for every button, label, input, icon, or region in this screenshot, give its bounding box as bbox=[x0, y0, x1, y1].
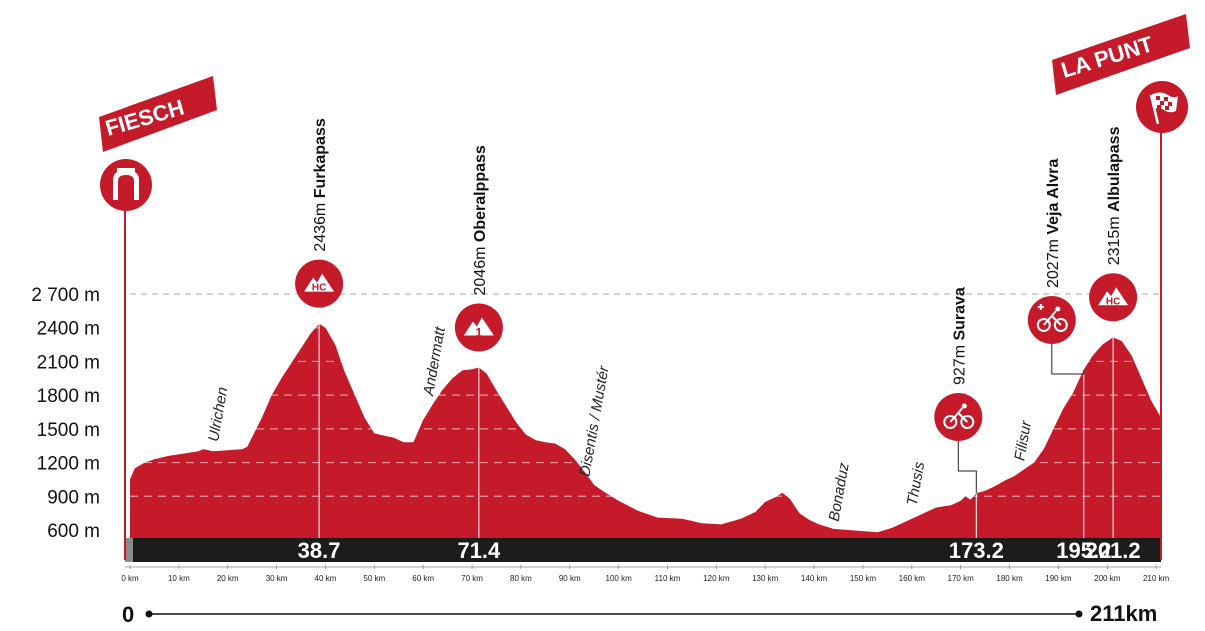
x-tick-label: 90 km bbox=[559, 574, 581, 583]
y-tick-label: 1200 m bbox=[37, 454, 100, 475]
climb-name: Veja Alvra bbox=[1045, 159, 1062, 235]
x-tick-label: 210 km bbox=[1143, 574, 1170, 583]
town-label: Disentis / Mustér bbox=[577, 364, 613, 478]
leader-line bbox=[1051, 344, 1085, 375]
climb-label: 927m Surava bbox=[951, 287, 968, 385]
x-tick-label: 20 km bbox=[217, 574, 239, 583]
climb-marker: 173.2 927m Surava bbox=[934, 287, 1004, 563]
plus-sign bbox=[1037, 304, 1044, 310]
distance-end-label: 211km bbox=[1090, 601, 1157, 626]
x-tick-label: 160 km bbox=[899, 574, 926, 583]
leader-line bbox=[957, 441, 977, 494]
km-marker-label: 173.2 bbox=[949, 538, 1004, 563]
climb-marker: 71.4 1 2046m Oberalppass bbox=[454, 145, 503, 563]
y-tick-label: 2 700 m bbox=[31, 285, 100, 306]
km-bar-start-cap bbox=[125, 538, 133, 562]
climb-markers: 38.7 HC 2436m Furkapass 71.4 1 2046m Oberalpp… bbox=[295, 118, 1141, 563]
x-tick-label: 80 km bbox=[510, 574, 532, 583]
climb-marker: 195.2 2027m Veja Alvra bbox=[1027, 159, 1111, 563]
distance-start-label: 0 bbox=[122, 602, 134, 627]
climb-marker: 201.2 HC 2315m Albulapass bbox=[1086, 126, 1141, 563]
y-tick-label: 2100 m bbox=[37, 352, 100, 373]
climb-icon-circle bbox=[934, 393, 983, 441]
mountain-category-icon: HC bbox=[304, 273, 335, 294]
km-marker-label: 71.4 bbox=[457, 538, 501, 563]
climb-altitude: 2027m bbox=[1045, 235, 1062, 288]
climb-label: 2315m Albulapass bbox=[1106, 126, 1123, 265]
x-tick-label: 200 km bbox=[1094, 574, 1121, 583]
distance-axis: 0 211km bbox=[122, 601, 1157, 627]
x-tick-label: 120 km bbox=[703, 574, 730, 583]
climb-icon-circle bbox=[1027, 296, 1076, 344]
rider-head bbox=[961, 403, 967, 409]
y-tick-label: 1500 m bbox=[37, 420, 100, 441]
y-tick-label: 1800 m bbox=[37, 386, 100, 407]
climb-label: 2046m Oberalppass bbox=[472, 145, 489, 295]
climb-altitude: 2315m bbox=[1106, 212, 1123, 265]
km-bar-background bbox=[125, 538, 1161, 562]
x-tick-label: 50 km bbox=[363, 574, 385, 583]
town-label: Ulrichen bbox=[205, 386, 231, 443]
climb-name: Oberalppass bbox=[472, 145, 489, 242]
sprint-icon bbox=[943, 403, 975, 429]
climb-marker: 38.7 HC 2436m Furkapass bbox=[295, 118, 344, 563]
x-tick-label: 30 km bbox=[266, 574, 288, 583]
x-tick-label: 110 km bbox=[655, 574, 681, 583]
climb-name: Surava bbox=[951, 287, 968, 340]
mountain-icon bbox=[463, 317, 494, 336]
wheel bbox=[943, 415, 958, 429]
town-label: Filisur bbox=[1011, 419, 1035, 462]
frame bbox=[1043, 310, 1062, 326]
checkered-flag-icon bbox=[1136, 81, 1188, 133]
start-arch-icon bbox=[100, 159, 152, 211]
category-label: HC bbox=[1106, 296, 1120, 307]
x-tick-label: 60 km bbox=[412, 574, 434, 583]
rider-head bbox=[1055, 306, 1061, 312]
climb-name: Furkapass bbox=[312, 118, 329, 198]
x-tick-label: 40 km bbox=[315, 574, 337, 583]
climb-altitude: 2436m bbox=[312, 198, 329, 251]
category-label: HC bbox=[312, 283, 326, 294]
mountain-category-icon: HC bbox=[1098, 287, 1129, 307]
x-tick-label: 10 km bbox=[168, 574, 190, 583]
y-tick-label: 2400 m bbox=[37, 319, 100, 340]
x-tick-label: 190 km bbox=[1045, 574, 1072, 583]
mountain-icon bbox=[1098, 287, 1129, 306]
x-tick-label: 130 km bbox=[752, 574, 779, 583]
grid-lines-overlay bbox=[130, 327, 1161, 497]
category-label: 1 bbox=[476, 325, 483, 339]
climb-altitude: 2046m bbox=[472, 242, 489, 295]
mountain-category-icon: 1 bbox=[463, 317, 494, 339]
climb-label: 2436m Furkapass bbox=[312, 118, 329, 252]
climb-name: Albulapass bbox=[1106, 126, 1123, 211]
wheel bbox=[960, 415, 975, 429]
x-tick-label: 100 km bbox=[606, 574, 633, 583]
y-tick-label: 600 m bbox=[47, 521, 100, 542]
km-marker-label: 201.2 bbox=[1086, 538, 1141, 563]
town-label: Thusis bbox=[904, 460, 929, 507]
x-tick-label: 150 km bbox=[850, 574, 877, 583]
start-banner: FIESCH bbox=[99, 76, 217, 152]
climb-altitude: 927m bbox=[951, 341, 968, 385]
x-tick-label: 0 km bbox=[121, 574, 139, 583]
km-bar bbox=[125, 538, 1161, 562]
wheel bbox=[1053, 318, 1068, 332]
town-label: Bonaduz bbox=[826, 461, 853, 523]
mountain-icon bbox=[304, 273, 335, 292]
y-tick-label: 900 m bbox=[47, 487, 100, 508]
frame bbox=[949, 407, 969, 423]
x-tick-label: 180 km bbox=[996, 574, 1023, 583]
x-tick-label: 170 km bbox=[948, 574, 975, 583]
x-tick-label: 140 km bbox=[801, 574, 828, 583]
wheel bbox=[1036, 318, 1051, 332]
y-axis-labels: 600 m 900 m 1200 m 1500 m 1800 m 2100 m 2400 m… bbox=[31, 285, 100, 542]
x-tick-label: 70 km bbox=[461, 574, 483, 583]
x-axis: 0 km 10 km 20 km 30 km 40 km 50 km 60 km 70 km 8… bbox=[121, 565, 1170, 583]
sprint-icon bbox=[1036, 304, 1068, 332]
km-marker-label: 38.7 bbox=[298, 538, 341, 563]
km-marker-label: 195.2 bbox=[1056, 538, 1111, 563]
elevation-profile-area bbox=[130, 323, 1161, 538]
climb-label: 2027m Veja Alvra bbox=[1045, 159, 1062, 288]
